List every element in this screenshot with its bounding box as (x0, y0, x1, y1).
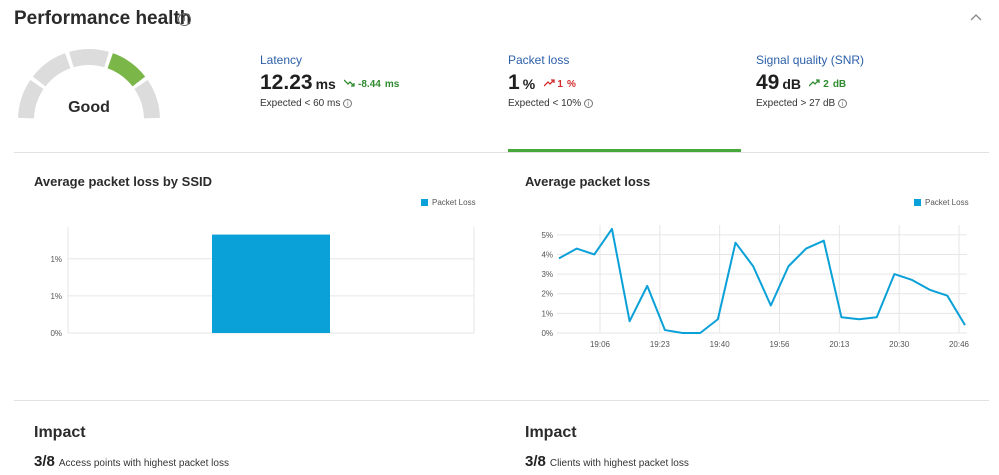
trend-unit: % (566, 79, 576, 90)
gauge-label: Good (68, 99, 110, 116)
y-tick-label: 2% (541, 290, 553, 299)
impact-count: 3/8 (34, 453, 55, 470)
metric-latency: Latency 12.23 ms -8.44 ms Expected < 60 ms… (260, 53, 399, 109)
gauge-segment-active (107, 53, 146, 87)
trend-value: 2 (823, 79, 829, 90)
y-tick-label: 1% (541, 309, 553, 318)
info-icon[interactable]: i (343, 99, 353, 108)
x-tick-label: 20:13 (829, 340, 850, 349)
metric-title[interactable]: Latency (260, 53, 303, 67)
y-tick-label: 1% (50, 292, 62, 301)
health-gauge (18, 49, 160, 119)
trend-indicator: 1% (543, 79, 576, 90)
info-icon[interactable]: i (838, 99, 848, 108)
x-tick-label: 19:06 (590, 340, 611, 349)
trend-unit: ms (384, 79, 400, 90)
trend-unit: dB (832, 79, 847, 90)
metric-unit: ms (315, 76, 336, 92)
impact-text: Access points with highest packet loss (58, 458, 229, 469)
trend-value: 1 (557, 79, 563, 90)
page-title: Performance health (14, 8, 192, 29)
legend-swatch (421, 199, 428, 206)
chart-title: Average packet loss by SSID (34, 174, 212, 189)
y-tick-label: 0% (541, 329, 553, 338)
info-icon[interactable]: i (584, 99, 594, 108)
metric-unit: % (522, 76, 536, 92)
trend-down-icon (343, 79, 355, 87)
trend-up-icon (809, 79, 821, 87)
metric-expected: Expected < 10% (508, 98, 582, 109)
legend-swatch (914, 199, 921, 206)
metric-value: 1 (508, 71, 520, 94)
x-tick-label: 20:46 (949, 340, 970, 349)
impact-count: 3/8 (525, 453, 546, 470)
selected-metric-indicator (508, 149, 741, 152)
impact-summary[interactable]: 3/8 Clients with highest packet loss (525, 453, 689, 470)
metric-title[interactable]: Signal quality (SNR) (756, 53, 865, 67)
trend-up-icon (543, 79, 555, 87)
metric-packet-loss: Packet loss 1% 1% Expected < 10% i (508, 53, 594, 109)
series-line[interactable] (558, 227, 966, 334)
metric-unit: dB (782, 76, 802, 92)
trend-value: -8.44 (358, 79, 381, 90)
impact-title: Impact (34, 424, 86, 441)
y-tick-label: 0% (50, 329, 62, 338)
legend-label: Packet Loss (432, 198, 476, 207)
metric-value: 12.23 (260, 71, 313, 94)
chart-legend[interactable]: Packet Loss (914, 198, 969, 207)
average-packet-loss-chart: 0% 1% 2% 3% 4% 5% 19:06 19:23 19:40 19:56 20:13 20:… (541, 225, 970, 349)
impact-text: Clients with highest packet loss (549, 458, 689, 469)
info-icon[interactable]: i (178, 13, 191, 26)
impact-title: Impact (525, 424, 577, 441)
gauge-segment (134, 80, 160, 119)
x-tick-label: 19:40 (710, 340, 731, 349)
bar[interactable] (212, 234, 330, 333)
metric-expected: Expected < 60 ms (260, 98, 341, 109)
chevron-up-icon[interactable] (969, 12, 983, 22)
legend-label: Packet Loss (925, 198, 969, 207)
x-tick-label: 20:30 (889, 340, 910, 349)
gauge-segment (32, 53, 71, 87)
chart-title: Average packet loss (525, 174, 651, 189)
y-tick-label: 5% (541, 231, 553, 240)
gauge-segment (69, 49, 109, 68)
chart-legend[interactable]: Packet Loss (421, 198, 476, 207)
y-tick-label: 4% (541, 250, 553, 259)
y-tick-label: 3% (541, 270, 553, 279)
metric-title[interactable]: Packet loss (508, 53, 570, 67)
metric-expected: Expected > 27 dB (756, 98, 836, 109)
y-tick-label: 1% (50, 255, 62, 264)
x-tick-label: 19:23 (650, 340, 671, 349)
metric-value: 49 (756, 71, 780, 94)
packet-loss-by-ssid-chart: 0% 1% 1% (50, 227, 475, 338)
x-tick-label: 19:56 (769, 340, 790, 349)
trend-indicator: 2 dB (809, 79, 846, 90)
gauge-segment (18, 80, 44, 119)
divider (14, 400, 989, 401)
impact-summary[interactable]: 3/8 Access points with highest packet los… (34, 453, 229, 470)
metric-snr: Signal quality (SNR) 49 dB 2 dB Expected >… (756, 53, 864, 109)
trend-indicator: -8.44 ms (343, 79, 400, 90)
divider (14, 152, 989, 153)
